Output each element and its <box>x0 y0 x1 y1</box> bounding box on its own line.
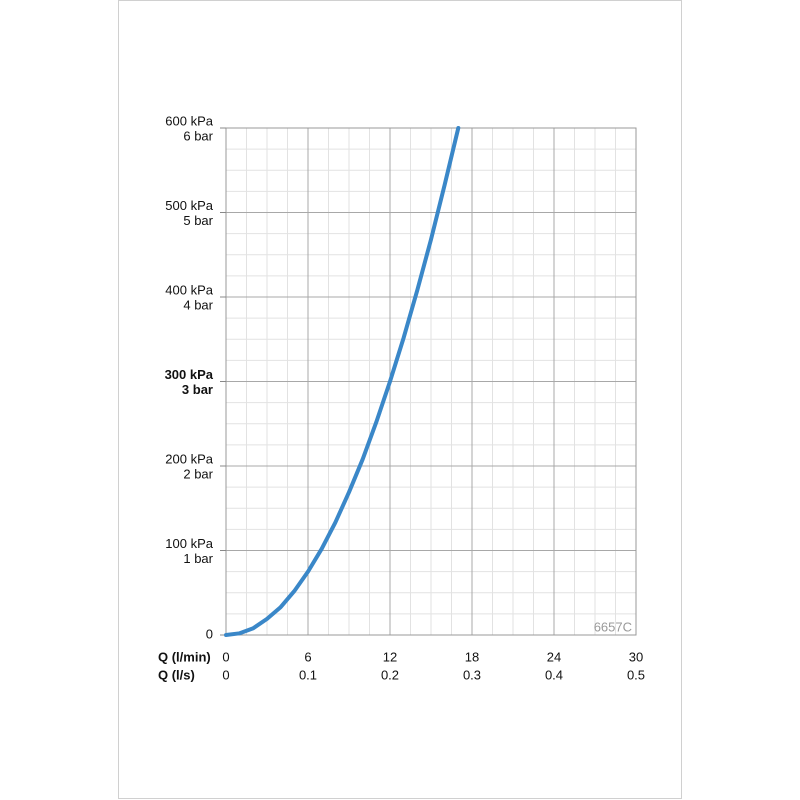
x2-tick-label: 0.4 <box>545 667 563 682</box>
y-tick-label: 2 bar <box>183 466 213 481</box>
y-tick-label: 500 kPa <box>165 198 213 213</box>
x-tick-label: 6 <box>304 649 311 664</box>
grid <box>225 127 637 636</box>
x2-tick-label: 0.2 <box>381 667 399 682</box>
x2-axis-label: Q (l/s) <box>158 667 195 682</box>
y-tick-label: 5 bar <box>183 213 213 228</box>
y-tick-label: 200 kPa <box>165 451 213 466</box>
y-tick-label: 3 bar <box>182 382 213 397</box>
x-tick-label: 0 <box>222 649 229 664</box>
y-tick-label: 4 bar <box>183 297 213 312</box>
x-tick-label: 12 <box>383 649 397 664</box>
y-tick-label: 300 kPa <box>165 367 214 382</box>
x-axis-label: Q (l/min) <box>158 649 211 664</box>
x-tick-label: 30 <box>629 649 643 664</box>
y-tick-label: 0 <box>206 626 213 641</box>
x2-tick-label: 0 <box>222 667 229 682</box>
flow-curve <box>224 126 461 637</box>
y-tick-label: 600 kPa <box>165 113 213 128</box>
card <box>118 0 682 799</box>
y-tick-label: 1 bar <box>183 551 213 566</box>
x2-tick-label: 0.3 <box>463 667 481 682</box>
y-tick-label: 100 kPa <box>165 536 213 551</box>
x2-tick-label: 0.1 <box>299 667 317 682</box>
x2-tick-label: 0.5 <box>627 667 645 682</box>
annotation: 6657C <box>594 619 632 634</box>
y-tick-label: 400 kPa <box>165 282 213 297</box>
y-tick-label: 6 bar <box>183 128 213 143</box>
x-tick-label: 18 <box>465 649 479 664</box>
x-tick-label: 24 <box>547 649 561 664</box>
